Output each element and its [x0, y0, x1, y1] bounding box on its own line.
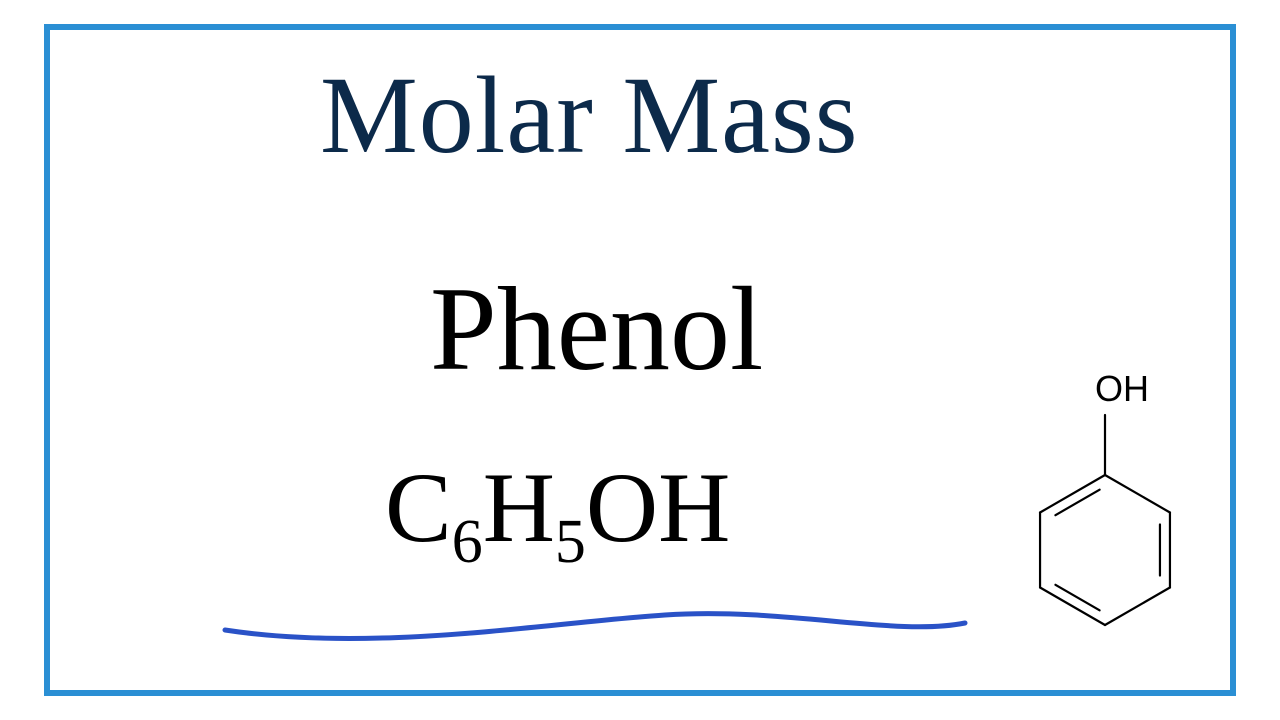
benzene-ring-svg — [1000, 350, 1210, 670]
compound-name: Phenol — [430, 260, 763, 398]
formula-sub2: 5 — [555, 508, 586, 576]
formula-oh: OH — [586, 452, 730, 563]
structure-diagram: OH — [1000, 350, 1210, 670]
benzene-ring-group — [1040, 415, 1170, 625]
formula-sub1: 6 — [452, 508, 483, 576]
chemical-formula: C6H5OH — [385, 450, 730, 565]
formula-c: C — [385, 452, 452, 563]
underline-path — [225, 614, 965, 639]
underline-swoosh — [215, 575, 975, 665]
formula-h: H — [483, 452, 555, 563]
page-title: Molar Mass — [320, 52, 859, 179]
